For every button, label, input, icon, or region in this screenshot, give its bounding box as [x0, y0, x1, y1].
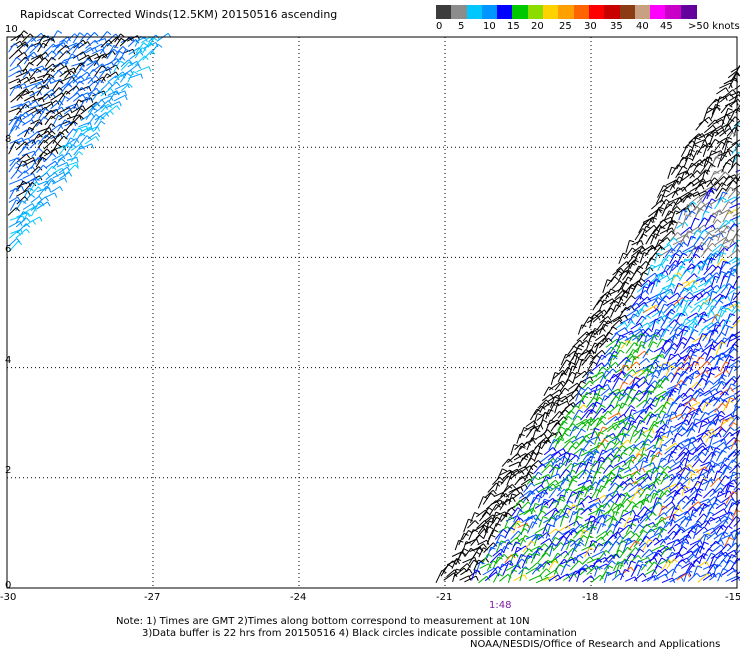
wind-barbs — [8, 31, 740, 583]
x-tick-label: -24 — [290, 592, 306, 603]
x-tick-label: -27 — [144, 592, 160, 603]
note-line-1: Note: 1) Times are GMT 2)Times along bot… — [116, 616, 530, 628]
credit-line: NOAA/NESDIS/Office of Research and Appli… — [470, 639, 720, 651]
y-tick-label: 10 — [5, 24, 18, 35]
x-tick-label: -21 — [436, 592, 452, 603]
map-frame — [7, 37, 737, 588]
x-tick-label: -15 — [725, 592, 740, 603]
x-tick-label: -18 — [582, 592, 598, 603]
y-tick-label: 6 — [5, 244, 11, 255]
y-tick-label: 2 — [5, 465, 11, 476]
pass-time-label: 1:48 — [489, 600, 511, 612]
y-tick-label: 8 — [5, 134, 11, 145]
y-tick-label: 0 — [5, 580, 11, 591]
map-grid — [7, 37, 737, 588]
x-tick-label: -30 — [0, 592, 16, 603]
y-tick-label: 4 — [5, 355, 11, 366]
